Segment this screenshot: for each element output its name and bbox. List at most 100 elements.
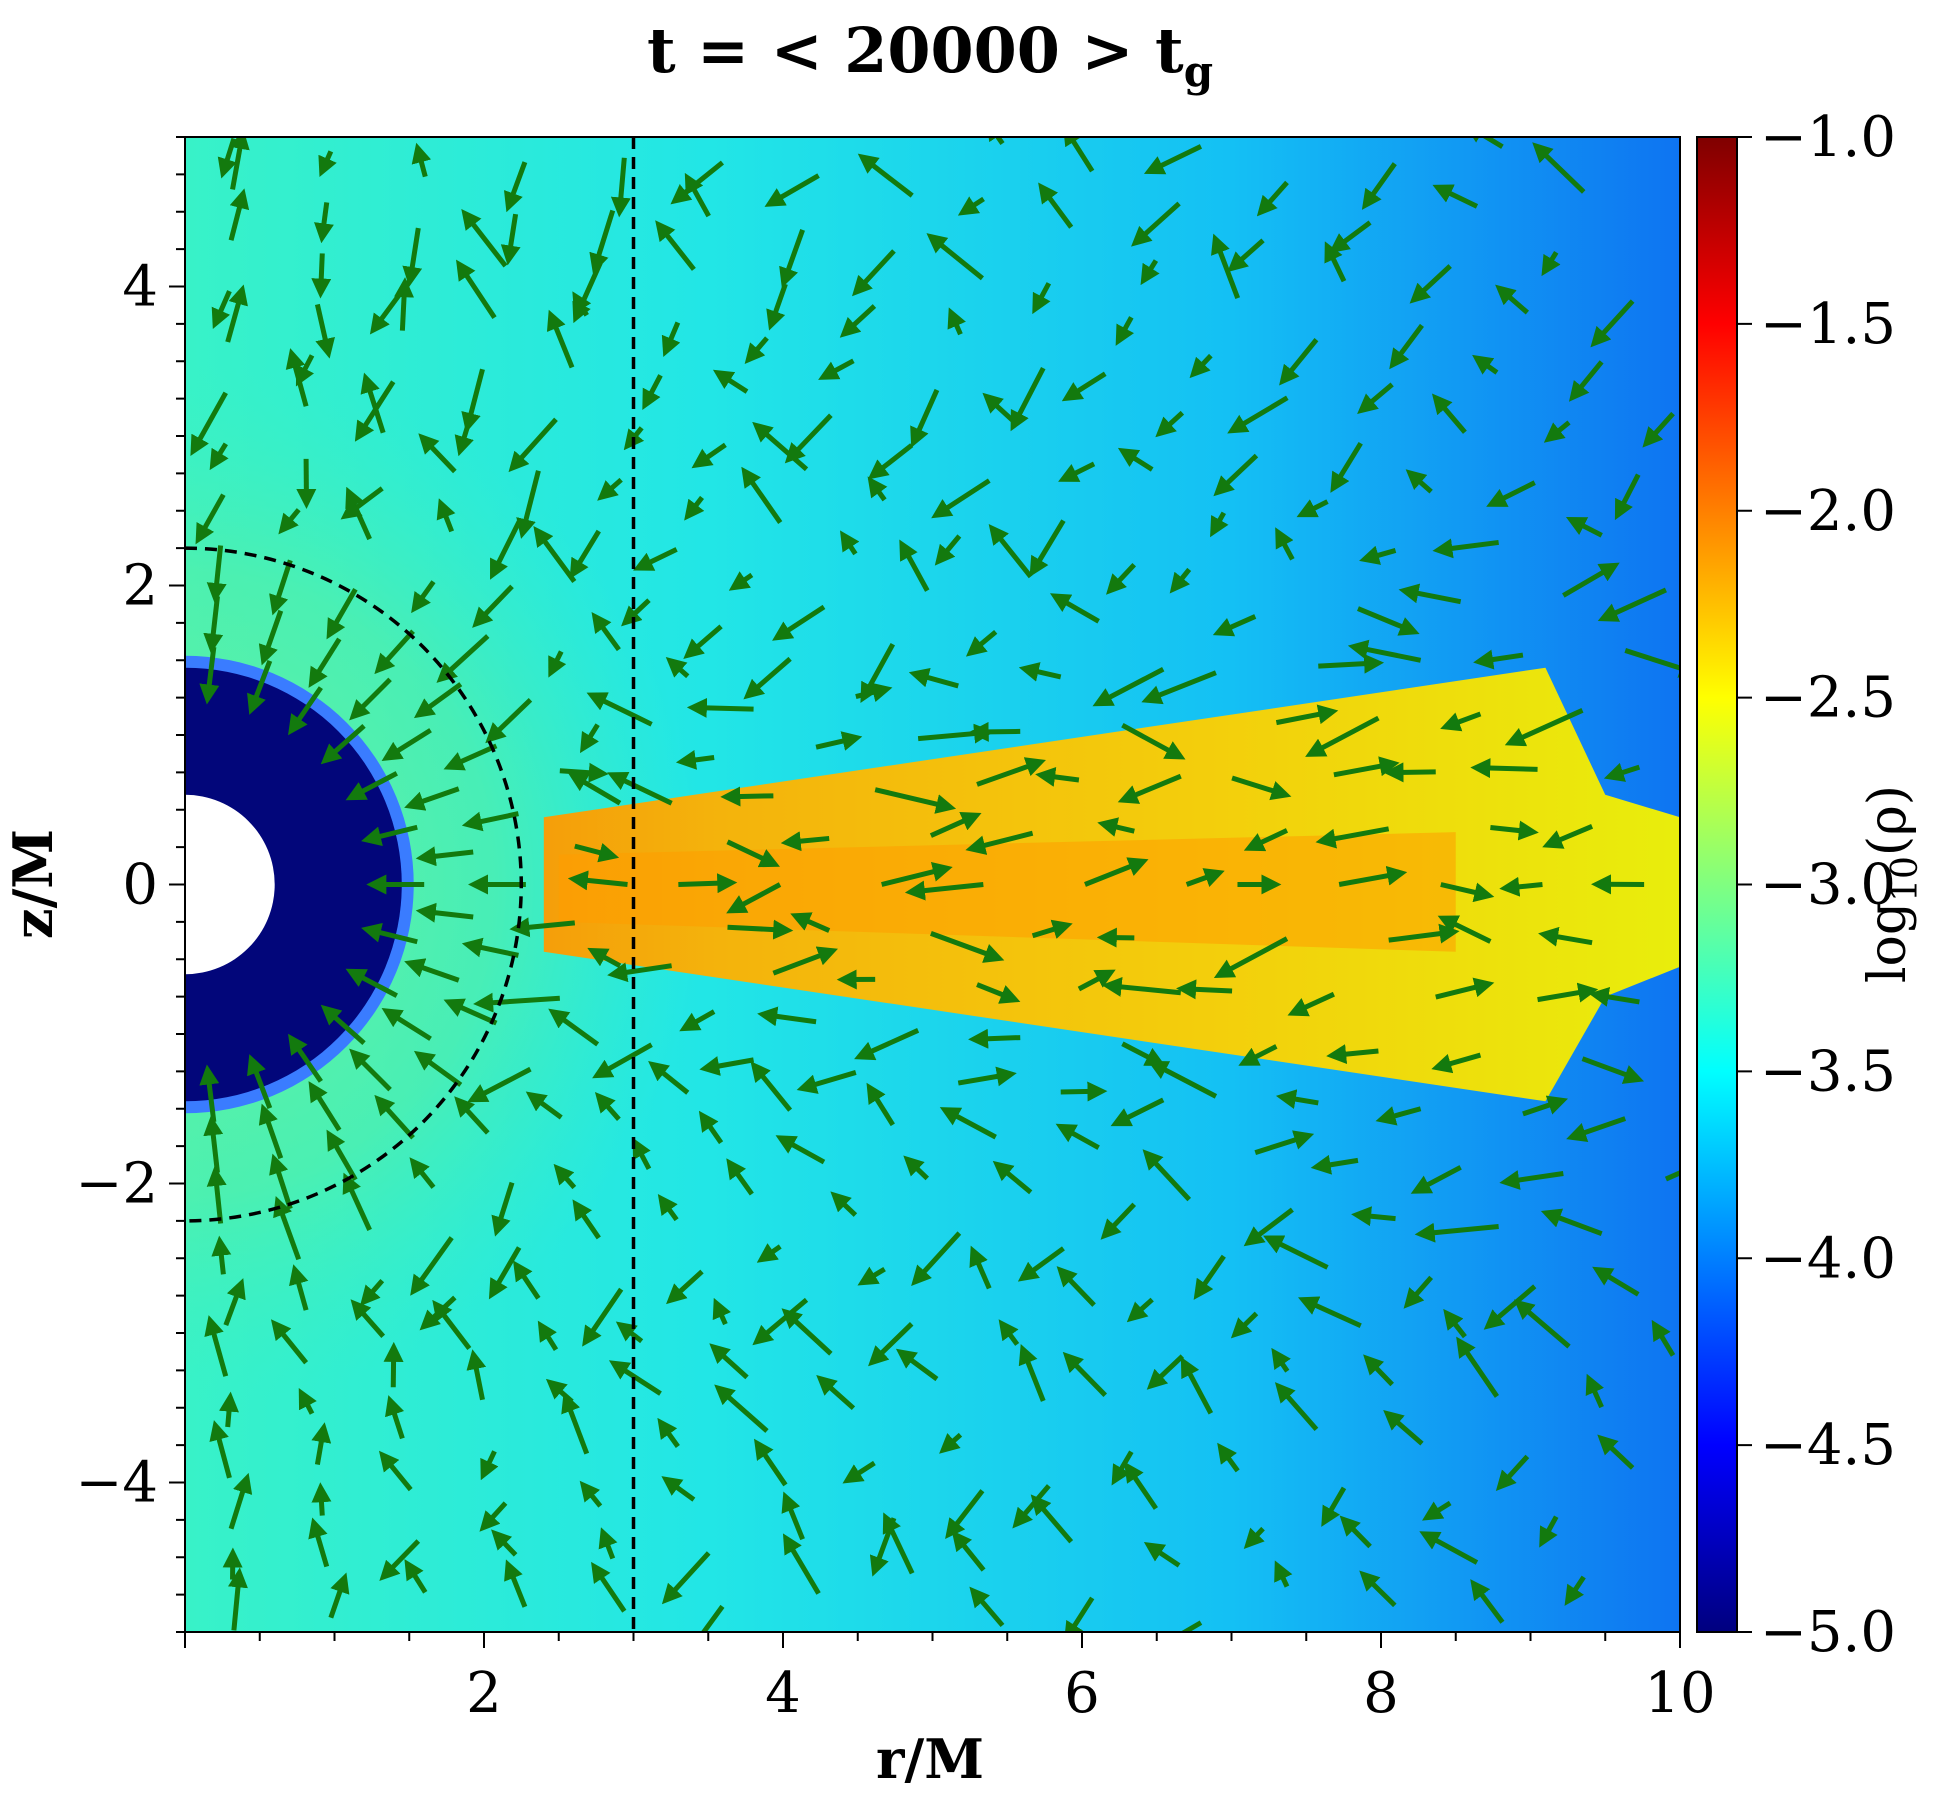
velocity-arrow [830, 1191, 858, 1217]
velocity-arrow [1470, 758, 1538, 779]
velocity-arrow [592, 1042, 653, 1079]
velocity-arrow [199, 646, 220, 705]
velocity-arrow [1227, 395, 1289, 434]
velocity-arrow [743, 656, 792, 700]
velocity-arrow [1495, 284, 1529, 315]
velocity-arrow [756, 1243, 782, 1263]
velocity-arrow [1398, 583, 1462, 605]
x-tick-label: 6 [1064, 1661, 1100, 1726]
velocity-arrow [854, 1028, 920, 1061]
velocity-arrow [1063, 1596, 1095, 1632]
velocity-arrow [621, 598, 651, 627]
velocity-arrow [211, 290, 232, 329]
colorbar-tick-label: −1.0 [1760, 105, 1896, 170]
velocity-arrow [772, 604, 826, 641]
velocity-arrow [947, 307, 966, 336]
velocity-arrow [1664, 1170, 1680, 1182]
velocity-arrow [709, 1343, 749, 1380]
velocity-arrow [1326, 1044, 1379, 1065]
velocity-arrow [359, 1278, 385, 1307]
velocity-arrow [1440, 711, 1482, 732]
velocity-arrow [1359, 1570, 1397, 1608]
velocity-arrow [409, 1157, 436, 1189]
velocity-arrow [1388, 923, 1460, 944]
velocity-arrow [1256, 180, 1289, 217]
velocity-arrow [1543, 420, 1571, 443]
velocity-arrow [308, 1081, 342, 1132]
velocity-arrow [968, 721, 1021, 742]
velocity-arrow [633, 547, 678, 571]
velocity-arrow [857, 153, 914, 198]
velocity-arrow [1435, 977, 1495, 1000]
velocity-arrow [1063, 137, 1095, 173]
colorbar-tick-label: −4.5 [1760, 1413, 1896, 1478]
velocity-arrow [1185, 868, 1225, 887]
velocity-arrow [1328, 220, 1372, 254]
velocity-arrow [666, 1269, 704, 1305]
velocity-arrow [508, 417, 558, 473]
velocity-arrow [1315, 826, 1390, 849]
velocity-arrow [546, 309, 575, 369]
velocity-arrow [910, 388, 940, 448]
velocity-arrow [720, 786, 774, 807]
velocity-arrow [311, 1482, 332, 1516]
colorbar-tick-label: −3.5 [1760, 1039, 1896, 1104]
velocity-arrow [381, 1008, 432, 1041]
velocity-arrow [1298, 1296, 1362, 1329]
velocity-arrow [1274, 1382, 1319, 1432]
velocity-arrow [361, 824, 418, 847]
velocity-arrow [1061, 371, 1107, 402]
velocity-arrow [273, 1196, 302, 1261]
velocity-arrow [314, 202, 334, 244]
velocity-arrow [516, 470, 541, 539]
velocity-arrow [559, 762, 609, 783]
colorbar-label-subscript: 10 [1885, 856, 1926, 902]
velocity-arrow [965, 629, 998, 657]
velocity-arrow [195, 493, 226, 545]
velocity-arrow [1055, 1123, 1100, 1150]
velocity-arrow [1117, 447, 1154, 472]
velocity-arrow [678, 873, 738, 894]
velocity-arrow [882, 1512, 915, 1575]
velocity-arrow [615, 1321, 644, 1344]
velocity-arrow [345, 968, 398, 998]
velocity-arrow [247, 1054, 273, 1110]
velocity-arrow [443, 743, 498, 771]
chart-title: t = < 20000 > tg [647, 14, 1213, 96]
colorbar-tick-label: −3.0 [1760, 853, 1896, 918]
velocity-arrow [1142, 1149, 1192, 1202]
velocity-arrow [466, 1349, 487, 1401]
velocity-arrow [504, 1559, 528, 1608]
velocity-arrow [591, 611, 621, 652]
velocity-arrow [369, 277, 413, 335]
velocity-arrow [350, 1299, 386, 1338]
velocity-arrow [1077, 969, 1116, 992]
velocity-arrow [1414, 1222, 1499, 1243]
velocity-arrow [311, 1422, 332, 1466]
velocity-arrow [467, 1066, 532, 1103]
velocity-arrow [929, 812, 982, 838]
velocity-arrow [1409, 264, 1452, 304]
velocity-arrow [379, 1539, 421, 1581]
velocity-arrow [1456, 1336, 1500, 1398]
velocity-arrow [298, 1387, 317, 1415]
velocity-arrow [278, 508, 301, 535]
velocity-arrow [1568, 360, 1604, 402]
velocity-arrow [607, 962, 672, 983]
velocity-arrow [782, 1533, 821, 1595]
velocity-arrow [1275, 527, 1295, 561]
velocity-arrow [764, 173, 820, 207]
x-tick-label: 10 [1644, 1661, 1715, 1726]
velocity-arrow [1310, 1154, 1359, 1175]
velocity-arrow [326, 588, 358, 640]
velocity-arrow [378, 1450, 413, 1492]
velocity-arrow [413, 1050, 463, 1087]
velocity-arrow [209, 1420, 232, 1479]
x-tick-label: 2 [466, 1661, 502, 1726]
velocity-arrow [699, 1056, 755, 1076]
velocity-arrow [976, 982, 1021, 1004]
velocity-arrow [548, 1008, 600, 1047]
velocity-arrow [1117, 773, 1182, 804]
velocity-arrow [579, 723, 600, 754]
velocity-arrow [642, 374, 663, 411]
